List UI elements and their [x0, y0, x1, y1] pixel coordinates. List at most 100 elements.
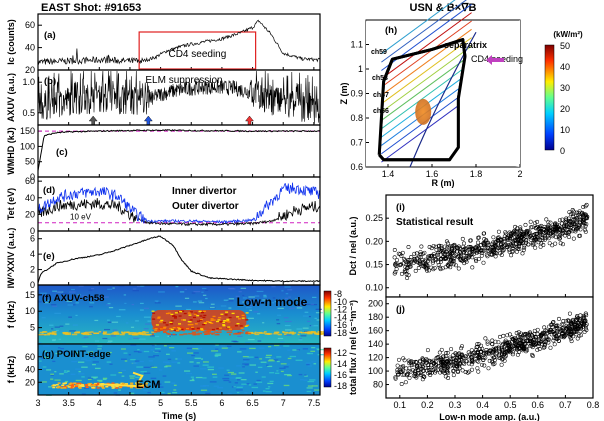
data-point [460, 368, 465, 373]
noise-pixel [246, 322, 249, 325]
noise-pixel [132, 290, 140, 292]
data-point [468, 238, 473, 243]
ecm-pixel [73, 382, 77, 384]
noise-pixel [259, 347, 265, 349]
data-point [542, 325, 547, 330]
noise-pixel [93, 392, 98, 395]
noise-pixel [52, 305, 58, 307]
data-point [427, 245, 432, 249]
noise-pixel [316, 319, 321, 321]
noise-pixel [42, 366, 47, 368]
data-point [513, 244, 518, 249]
noise-pixel [123, 294, 127, 296]
data-point [573, 317, 578, 322]
data-point [503, 230, 508, 235]
mode-pixel [176, 327, 180, 329]
noise-pixel [253, 383, 258, 385]
noise-pixel [50, 374, 54, 377]
data-point [429, 246, 434, 251]
data-point [499, 237, 504, 242]
colorbar-title: (kW/m²) [553, 30, 583, 39]
data-point [514, 229, 519, 234]
data-point [476, 235, 481, 240]
data-point [427, 255, 432, 260]
data-point [414, 251, 419, 256]
data-point [528, 341, 533, 346]
noise-pixel [257, 340, 262, 342]
data-point [540, 331, 545, 335]
x-axis-label: Time (s) [162, 411, 196, 421]
data-point [584, 222, 589, 227]
noise-pixel [93, 377, 97, 379]
data-point [496, 340, 501, 345]
mode-pixel [202, 316, 206, 319]
data-point [532, 235, 537, 240]
noise-pixel [207, 366, 215, 368]
noise-pixel [268, 345, 272, 348]
panel-frame [37, 124, 321, 178]
data-point [476, 356, 481, 360]
y-tick-label: 100 [20, 141, 35, 151]
data-point [437, 350, 442, 355]
data-point [436, 244, 441, 248]
data-point [424, 360, 429, 365]
low-band-pixel [211, 333, 214, 335]
noise-pixel [59, 325, 64, 327]
y-tick-label: 40 [25, 193, 35, 203]
mode-pixel [245, 312, 249, 314]
data-point [514, 249, 519, 254]
low-band-pixel [228, 333, 232, 336]
noise-pixel [226, 345, 232, 347]
data-point [458, 251, 463, 256]
x-tick-label: 4.5 [124, 398, 137, 408]
data-point [566, 326, 571, 331]
data-point [470, 265, 475, 270]
noise-pixel [223, 379, 230, 382]
mode-pixel [190, 326, 194, 329]
noise-pixel [88, 289, 93, 291]
noise-pixel [103, 296, 109, 298]
noise-pixel [137, 351, 142, 353]
ecm-pixel [130, 382, 134, 384]
data-point [433, 364, 437, 369]
low-band-pixel [155, 330, 161, 333]
data-point [483, 355, 488, 360]
data-point [578, 227, 583, 232]
noise-pixel [65, 323, 70, 325]
low-band-pixel [304, 331, 310, 334]
data-point [521, 347, 526, 352]
noise-pixel [262, 390, 266, 392]
data-point [508, 243, 513, 248]
data-point [437, 247, 442, 252]
noise-pixel [107, 302, 111, 305]
noise-pixel [94, 340, 100, 342]
data-point [542, 331, 547, 336]
noise-pixel [313, 363, 317, 365]
data-point [493, 339, 498, 344]
low-band-pixel [123, 331, 129, 333]
x-tick-label: 7 [281, 398, 286, 408]
data-point [508, 346, 513, 351]
noise-pixel [57, 347, 61, 349]
data-point [528, 225, 533, 230]
data-point [483, 336, 488, 341]
data-point [449, 356, 454, 361]
low-band-pixel [167, 333, 172, 336]
noise-pixel [192, 301, 197, 303]
noise-pixel [158, 369, 163, 371]
y-tick-label: 0.20 [365, 236, 383, 246]
data-point [531, 337, 536, 342]
panel-j: 80 100 120 140 160 180 200 0.1 0.2 0.3 0.4 0.5 0.6 0.… [348, 296, 599, 421]
data-point [530, 354, 535, 358]
low-band-pixel [217, 329, 222, 331]
data-point [532, 331, 537, 336]
elm-suppression-label: ELM suppression [145, 75, 222, 86]
data-point [570, 321, 575, 326]
noise-pixel [38, 342, 42, 344]
data-point [427, 370, 432, 375]
mode-pixel [157, 316, 161, 318]
ecm-pixel [105, 385, 109, 388]
low-band-pixel [153, 331, 158, 333]
data-point [562, 225, 567, 230]
data-point [455, 369, 460, 374]
